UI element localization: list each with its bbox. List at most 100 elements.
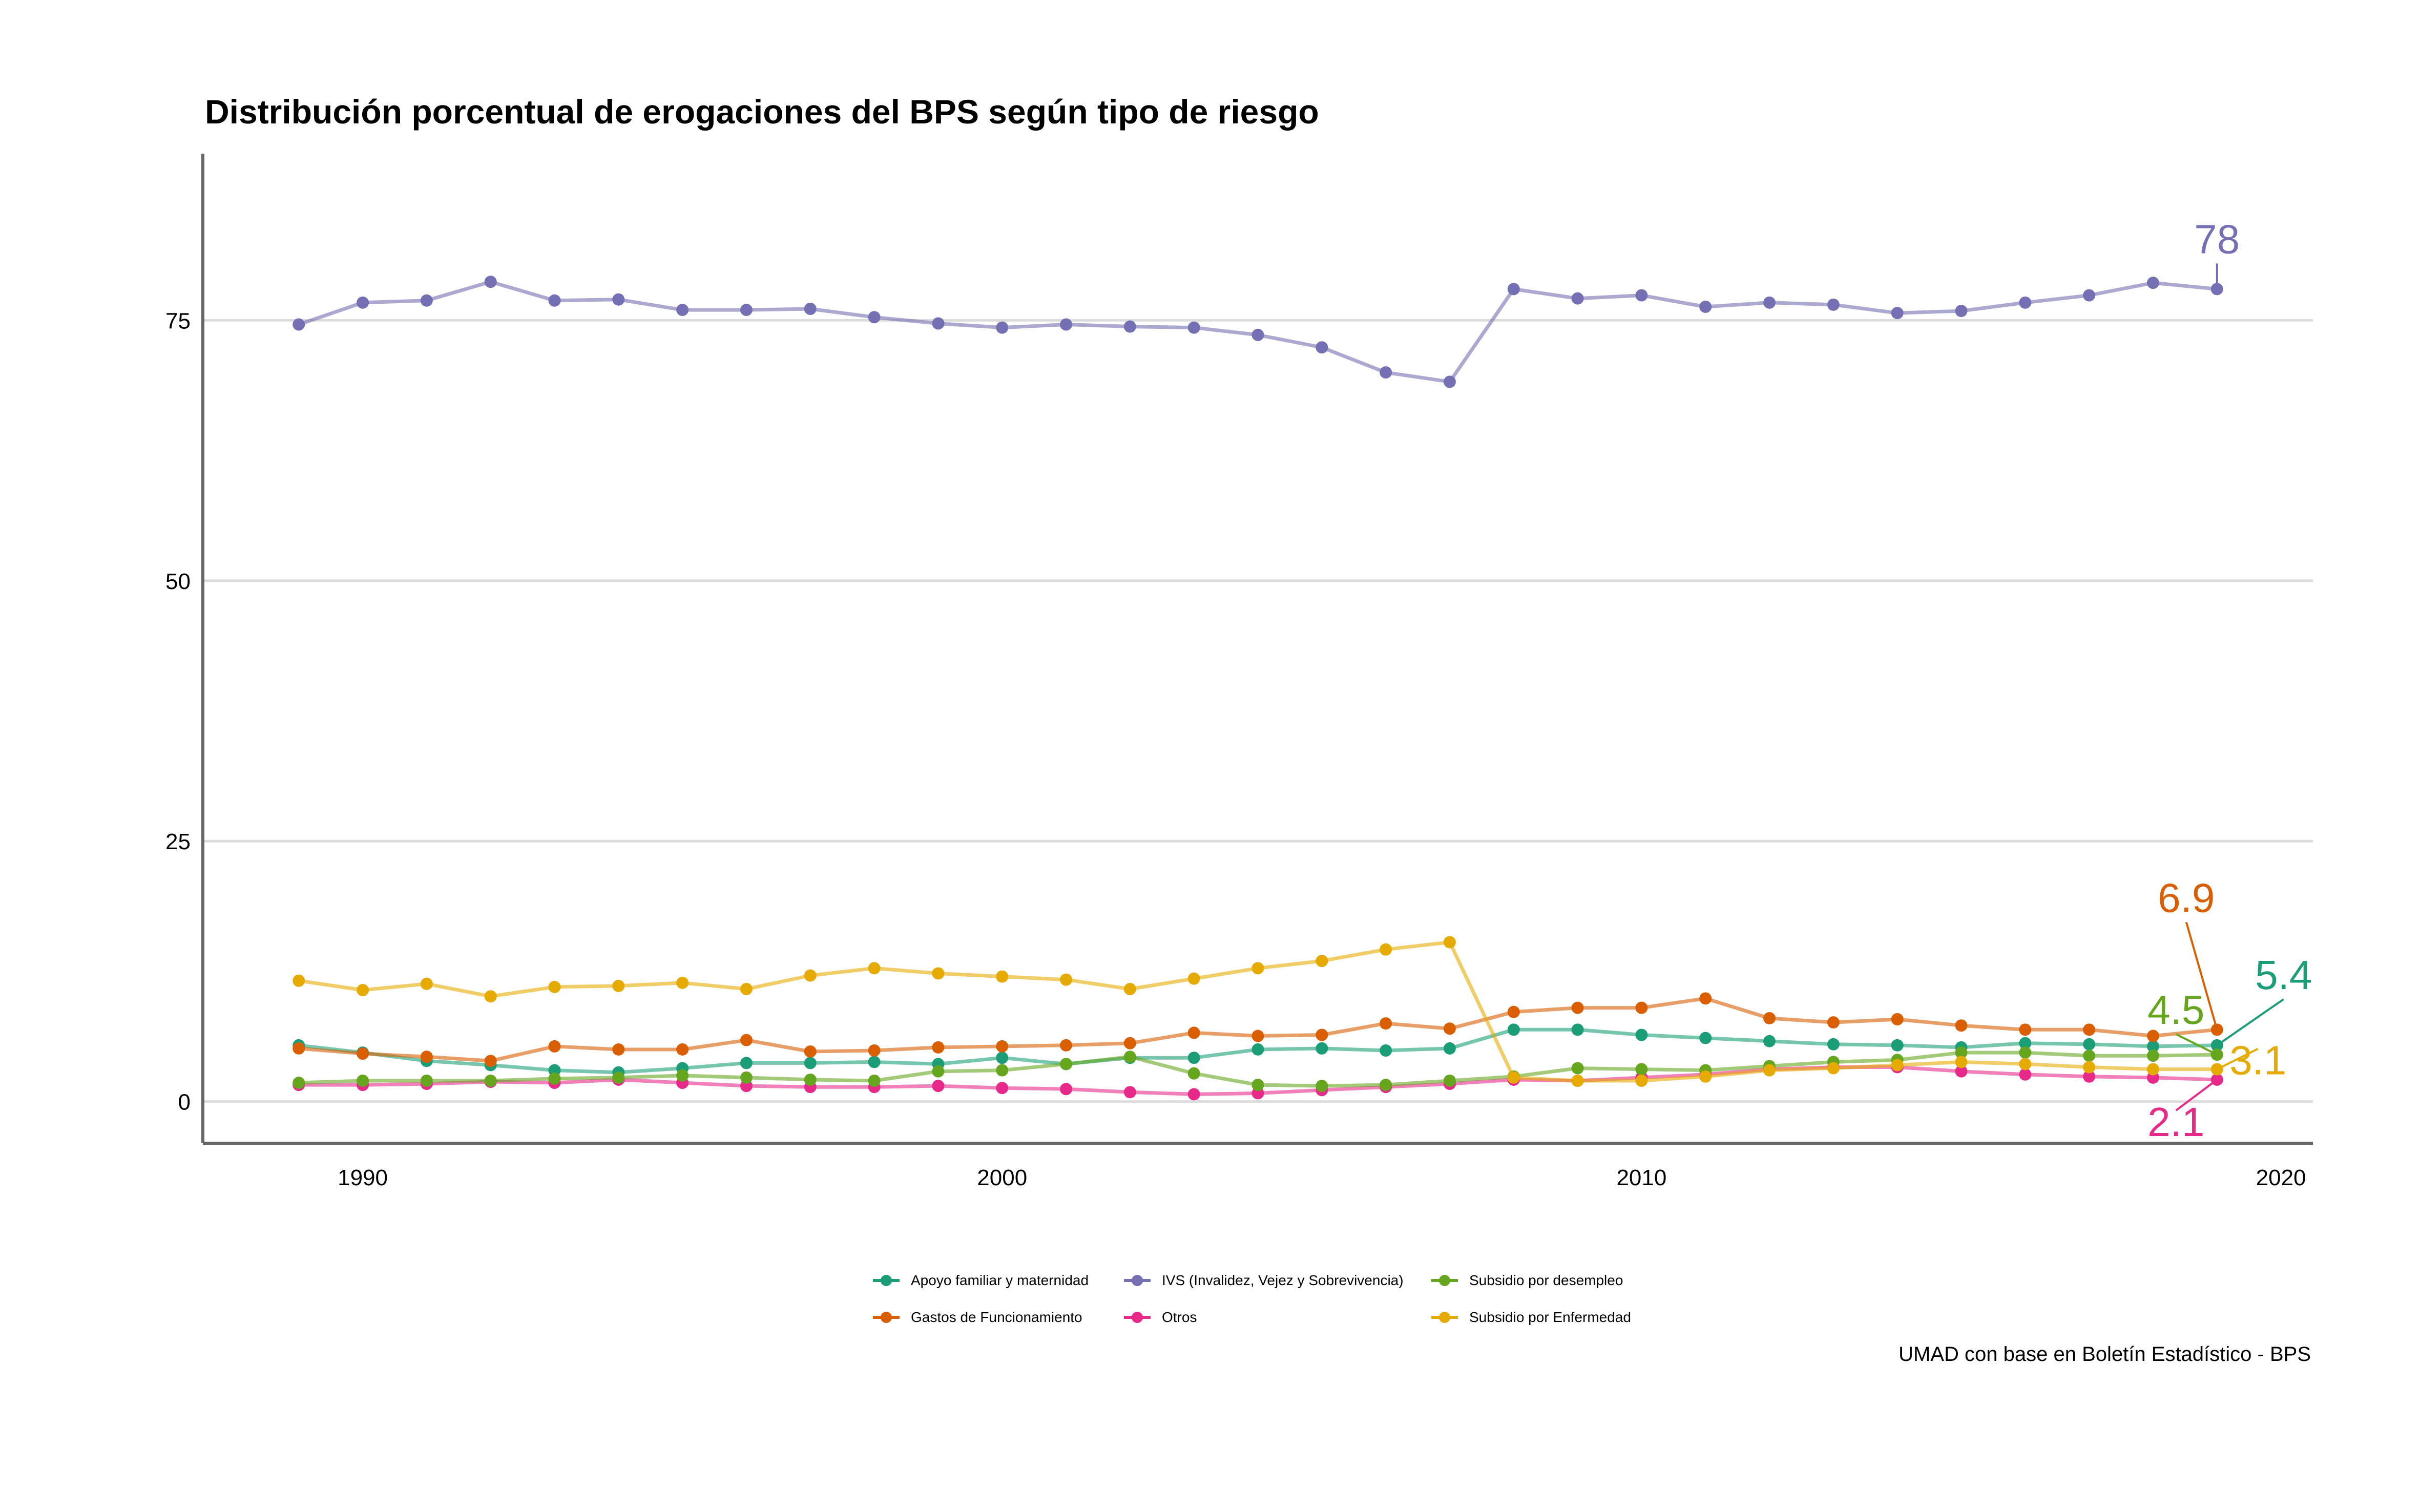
data-point <box>996 1040 1009 1053</box>
data-point <box>548 1072 561 1085</box>
legend-item: IVS (Invalidez, Vejez y Sobrevivencia) <box>1122 1265 1404 1296</box>
data-point <box>420 1051 433 1063</box>
data-point <box>2019 1058 2032 1070</box>
data-point <box>1891 1013 1904 1025</box>
data-point <box>1187 1088 1200 1101</box>
end-label: 2.1 <box>2147 1099 2204 1145</box>
data-point <box>1251 1043 1264 1056</box>
data-point <box>484 276 497 288</box>
data-point <box>548 1040 561 1053</box>
data-point <box>1380 1079 1392 1091</box>
legend-item: Subsidio por desempleo <box>1429 1265 1623 1296</box>
data-point <box>804 1045 817 1058</box>
data-point <box>1507 1023 1520 1036</box>
data-point <box>2146 277 2159 289</box>
data-point <box>996 321 1009 334</box>
end-label-leader <box>2175 1079 2218 1111</box>
data-point <box>676 1069 689 1082</box>
data-point <box>2146 1049 2159 1062</box>
legend-key-icon <box>1124 1312 1151 1323</box>
data-point <box>1571 292 1584 305</box>
data-point <box>2019 1046 2032 1059</box>
data-point <box>868 962 881 975</box>
data-point <box>293 318 305 331</box>
data-point <box>1699 300 1712 313</box>
data-point <box>868 311 881 324</box>
data-point <box>1187 1067 1200 1080</box>
x-tick-label: 2010 <box>1616 1165 1666 1190</box>
y-tick-label: 75 <box>165 308 191 333</box>
data-point <box>1187 1026 1200 1039</box>
data-point <box>420 1074 433 1087</box>
data-point <box>1316 1028 1328 1041</box>
data-point <box>1571 1062 1584 1075</box>
legend-key-icon <box>873 1275 900 1286</box>
data-point <box>2019 1037 2032 1049</box>
data-point <box>1251 1030 1264 1042</box>
end-label-leader <box>2185 921 2218 1030</box>
data-point <box>676 1043 689 1056</box>
data-point <box>2083 1049 2096 1062</box>
data-point <box>1443 936 1456 949</box>
end-label-leader <box>2175 1033 2218 1056</box>
data-point <box>1380 943 1392 956</box>
data-point <box>2083 1061 2096 1074</box>
data-point <box>484 990 497 1003</box>
data-point <box>740 1034 753 1046</box>
data-point <box>1123 1037 1136 1049</box>
data-point <box>2019 1023 2032 1036</box>
data-point <box>2019 1068 2032 1081</box>
data-point <box>1827 1062 1840 1075</box>
y-tick-label: 0 <box>178 1090 191 1115</box>
data-point <box>357 984 369 997</box>
data-point <box>1443 1074 1456 1087</box>
data-point <box>1123 320 1136 333</box>
data-point <box>1060 1058 1073 1070</box>
data-point <box>932 1041 945 1054</box>
data-point <box>1316 341 1328 354</box>
chart-title: Distribución porcentual de erogaciones d… <box>205 93 1319 131</box>
data-point <box>996 970 1009 983</box>
data-point <box>1763 1012 1776 1024</box>
data-point <box>1699 1070 1712 1083</box>
data-point <box>1635 1063 1648 1076</box>
end-label: 6.9 <box>2158 875 2215 920</box>
data-point <box>2083 1038 2096 1051</box>
data-point <box>357 1074 369 1087</box>
data-point <box>868 1074 881 1087</box>
data-point <box>1571 1023 1584 1036</box>
data-point <box>1380 1017 1392 1030</box>
data-point <box>1571 1001 1584 1014</box>
data-point <box>1187 972 1200 985</box>
legend: Apoyo familiar y maternidad Gastos de Fu… <box>871 1265 1691 1337</box>
data-point <box>676 304 689 317</box>
data-point <box>1443 1042 1456 1055</box>
legend-key-icon <box>1431 1275 1458 1286</box>
data-point <box>1955 1019 1968 1032</box>
data-point <box>1443 1022 1456 1035</box>
data-point <box>1316 955 1328 968</box>
data-point <box>804 1073 817 1086</box>
data-point <box>1060 973 1073 986</box>
legend-item: Apoyo familiar y maternidad <box>871 1265 1089 1296</box>
data-point <box>740 983 753 996</box>
data-point <box>868 1056 881 1068</box>
data-point <box>548 294 561 307</box>
data-point <box>1891 1059 1904 1072</box>
data-point <box>484 1074 497 1087</box>
data-point <box>293 1042 305 1055</box>
data-point <box>1891 307 1904 320</box>
data-point <box>612 293 625 306</box>
end-label: 3.1 <box>2229 1038 2286 1083</box>
legend-item: Otros <box>1122 1302 1197 1333</box>
data-point <box>1060 1039 1073 1052</box>
gridlines <box>203 319 2313 1103</box>
data-point <box>1955 1046 1968 1059</box>
data-point <box>420 294 433 307</box>
data-point <box>1827 1016 1840 1029</box>
data-point <box>357 1047 369 1060</box>
data-point <box>932 317 945 330</box>
data-point <box>1763 296 1776 309</box>
data-point <box>1635 1001 1648 1014</box>
end-label: 78 <box>2194 216 2240 262</box>
